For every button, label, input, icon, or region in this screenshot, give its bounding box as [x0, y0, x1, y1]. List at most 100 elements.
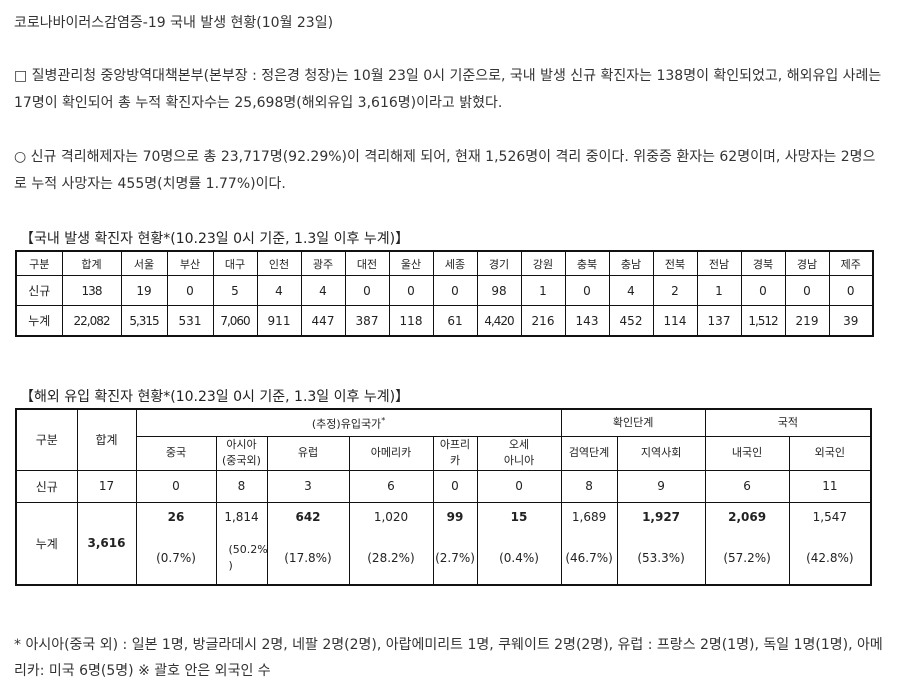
- row-label: 신규: [15, 275, 63, 306]
- cum-foreign: 1,547: [788, 501, 872, 532]
- header-europe: 유럽: [266, 435, 350, 471]
- header-origin-label: (추정)유입국가: [311, 417, 382, 431]
- table-cell: 7,060: [212, 305, 258, 337]
- cum-local: 1,927: [616, 501, 706, 532]
- domestic-cases-table: 구분 합계 서울 부산 대구 인천 광주 대전 울산 세종 경기 강원 충북 충남 전북 전남 경북 경남 제주 신규…: [15, 250, 874, 337]
- pct-africa: (2.7%): [432, 532, 478, 586]
- header-total: 합계: [76, 408, 137, 471]
- domestic-header-cell: 구분: [15, 250, 63, 276]
- new-total: 17: [76, 469, 137, 503]
- table-row: 누계 22,082 5,315 531 7,060 911 447 387 118 61 4,420…: [15, 305, 874, 337]
- domestic-header-cell: 대전: [344, 250, 390, 276]
- header-origin-country: (추정)유입국가*: [135, 408, 562, 437]
- header-category: 구분: [15, 408, 78, 471]
- new-africa: 0: [432, 469, 478, 503]
- footnote: * 아시아(중국 외) : 일본 1명, 방글라데시 2명, 네팔 2명(2명)…: [14, 637, 883, 679]
- table-cell: 0: [388, 275, 434, 306]
- row-label-new: 신규: [15, 469, 78, 503]
- pct-america: (28.2%): [348, 532, 434, 586]
- header-foreign: 외국인: [788, 435, 872, 471]
- table-row: 신규 138 19 0 5 4 4 0 0 0 98 1 0 4 2 1 0 0 0: [15, 275, 874, 306]
- table-cell: 0: [784, 275, 830, 306]
- domestic-header-cell: 충북: [564, 250, 610, 276]
- table-cell: 4,420: [476, 305, 522, 337]
- cum-quarantine: 1,689: [560, 501, 618, 532]
- overseas-cases-table: 구분 합계 (추정)유입국가* 확인단계 국적 중국 아시아 (중국외) 유럽 아…: [15, 408, 873, 586]
- domestic-header-cell: 경북: [740, 250, 786, 276]
- table-cell: 452: [608, 305, 654, 337]
- new-china: 0: [135, 469, 217, 503]
- new-foreign: 11: [788, 469, 872, 503]
- pct-quarantine: (46.7%): [560, 532, 618, 586]
- pct-oceania: (0.4%): [476, 532, 562, 586]
- new-oceania: 0: [476, 469, 562, 503]
- domestic-header-cell: 충남: [608, 250, 654, 276]
- header-confirm-stage: 확인단계: [560, 408, 706, 437]
- header-america: 아메리카: [348, 435, 434, 471]
- table-cell: 4: [608, 275, 654, 306]
- domestic-header-cell: 제주: [828, 250, 874, 276]
- header-quarantine: 검역단계: [560, 435, 618, 471]
- table-cell: 138: [61, 275, 122, 306]
- table-cell: 911: [256, 305, 302, 337]
- new-america: 6: [348, 469, 434, 503]
- table-cell: 4: [300, 275, 346, 306]
- header-local: 지역사회: [616, 435, 706, 471]
- domestic-header-cell: 울산: [388, 250, 434, 276]
- table-cell: 0: [564, 275, 610, 306]
- header-oceania-line1: 오세: [508, 438, 530, 451]
- cum-china: 26: [135, 501, 217, 532]
- domestic-header-cell: 서울: [120, 250, 168, 276]
- table-cell: 1,512: [740, 305, 786, 337]
- header-africa-line2: 카: [449, 454, 461, 467]
- overseas-table-caption: 【해외 유입 확진자 현황*(10.23일 0시 기준, 1.3일 이후 누계)…: [20, 389, 410, 405]
- table-cell: 114: [652, 305, 698, 337]
- table-cell: 0: [740, 275, 786, 306]
- domestic-header-cell: 부산: [166, 250, 214, 276]
- new-quarantine: 8: [560, 469, 618, 503]
- header-oceania-line2: 아니아: [503, 454, 535, 467]
- header-asia: 아시아 (중국외): [215, 435, 268, 471]
- table-cell: 0: [344, 275, 390, 306]
- table-cell: 0: [828, 275, 874, 306]
- isolation-paragraph: ○ 신규 격리해제자는 70명으로 총 23,717명(92.29%)이 격리해…: [14, 149, 876, 192]
- pct-asia-line2: ): [228, 559, 233, 572]
- domestic-header-cell: 합계: [61, 250, 122, 276]
- pct-korean: (57.2%): [704, 532, 790, 586]
- table-cell: 5: [212, 275, 258, 306]
- cum-oceania: 15: [476, 501, 562, 532]
- pct-foreign: (42.8%): [788, 532, 872, 586]
- domestic-header-cell: 경기: [476, 250, 522, 276]
- table-cell: 2: [652, 275, 698, 306]
- header-china: 중국: [135, 435, 217, 471]
- new-local: 9: [616, 469, 706, 503]
- table-cell: 0: [166, 275, 214, 306]
- cumulative-total: 3,616: [76, 501, 137, 586]
- table-cell: 118: [388, 305, 434, 337]
- domestic-header-cell: 인천: [256, 250, 302, 276]
- new-korean: 6: [704, 469, 790, 503]
- row-label-cumulative: 누계: [15, 501, 78, 586]
- domestic-header-cell: 대구: [212, 250, 258, 276]
- table-cell: 216: [520, 305, 566, 337]
- pct-china: (0.7%): [135, 532, 217, 586]
- header-asia-line2: (중국외): [222, 454, 261, 467]
- table-cell: 143: [564, 305, 610, 337]
- pct-local: (53.3%): [616, 532, 706, 586]
- table-cell: 1: [696, 275, 742, 306]
- table-cell: 219: [784, 305, 830, 337]
- table-cell: 447: [300, 305, 346, 337]
- page-title: 코로나바이러스감염증-19 국내 발생 현황(10월 23일): [14, 15, 334, 31]
- header-nationality: 국적: [704, 408, 872, 437]
- table-cell: 1: [520, 275, 566, 306]
- table-cell: 0: [432, 275, 478, 306]
- new-europe: 3: [266, 469, 350, 503]
- domestic-header-row: 구분 합계 서울 부산 대구 인천 광주 대전 울산 세종 경기 강원 충북 충남 전북 전남 경북 경남 제주: [15, 250, 874, 276]
- cum-europe: 642: [266, 501, 350, 532]
- row-label: 누계: [15, 305, 63, 337]
- table-cell: 22,082: [61, 305, 122, 337]
- table-cell: 531: [166, 305, 214, 337]
- domestic-header-cell: 전남: [696, 250, 742, 276]
- pct-asia-line1: (50.2%: [228, 543, 267, 556]
